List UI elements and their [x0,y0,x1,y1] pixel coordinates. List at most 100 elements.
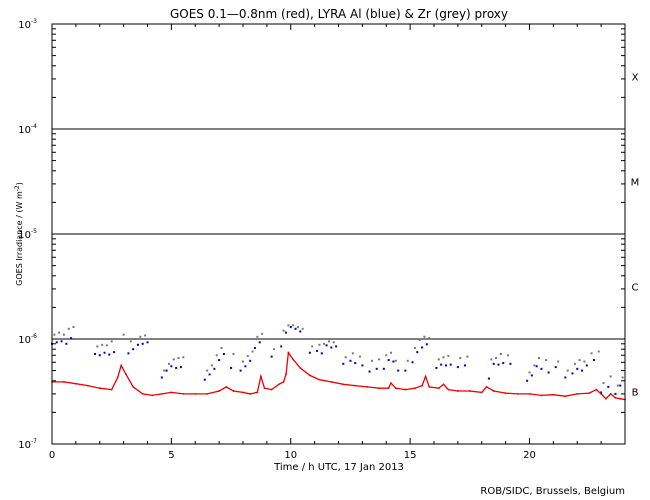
goes-point [480,391,483,394]
lyra-al-point [132,348,135,351]
y-tick-exponent: -7 [31,438,37,445]
x-tick-label: 15 [404,450,417,461]
lyra-al-point [464,364,467,367]
lyra-zr-point [459,356,462,359]
goes-point [86,384,89,387]
lyra-al-point [425,343,428,346]
lyra-zr-point [182,356,185,359]
y-tick-label: 10-4 [18,123,37,136]
lyra-zr-point [590,352,593,355]
lyra-zr-point [246,354,249,357]
lyra-zr-point [129,340,132,343]
lyra-zr-point [58,331,61,334]
lyra-al-point [547,371,550,374]
lyra-zr-point [96,345,99,348]
goes-point [263,387,266,390]
lyra-zr-point [62,333,65,336]
goes-point [218,390,221,392]
lyra-al-point [497,363,500,366]
lyra-al-point [249,359,252,362]
lyra-zr-point [602,382,605,385]
lyra-zr-point [67,327,70,330]
flare-class-b: B [632,388,639,399]
lyra-al-point [392,360,395,363]
lyra-zr-point [172,358,175,361]
lyra-al-point [294,327,297,330]
lyra-al-point [349,359,352,362]
goes-point [260,375,262,378]
lyra-zr-point [220,347,223,350]
goes-point [249,393,252,395]
lyra-al-point [581,369,584,372]
lyra-zr-point [428,337,431,340]
goes-point [552,393,555,396]
lyra-zr-point [597,350,600,353]
goes-point [270,388,273,391]
lyra-al-point [416,351,419,354]
goes-point [600,393,603,395]
goes-point [98,387,101,390]
lyra-zr-point [358,355,361,358]
goes-point [342,383,345,386]
lyra-zr-point [105,344,108,347]
goes-point [282,381,285,383]
lyra-zr-point [261,332,264,335]
lyra-zr-point [177,356,180,359]
y-tick-exponent: -5 [31,228,37,235]
lyra-al-point [316,349,319,352]
lyra-zr-point [251,350,254,353]
goes-point [232,390,235,392]
goes-point [564,395,567,398]
y-tick-label: 10-3 [18,18,37,31]
goes-point [242,391,244,394]
goes-point [132,385,135,388]
goes-point [485,385,488,388]
y-tick-base: 10 [18,20,31,31]
lyra-al-point [270,355,273,358]
goes-point [394,387,397,390]
goes-point [116,376,119,379]
lyra-al-point [103,351,106,354]
goes-point [387,387,390,390]
goes-point [330,381,333,383]
lyra-al-point [335,345,338,348]
goes-point [74,382,77,385]
goes-point [437,387,440,390]
y-tick-base: 10 [18,125,31,136]
y-tick-label: 10-7 [18,438,37,451]
lyra-al-point [280,345,283,348]
lyra-al-point [456,366,459,369]
lyra-al-point [160,376,163,379]
flare-class-labels: X M C B [631,73,640,399]
lyra-zr-point [53,333,56,336]
y-axis-label-sup: -2 [14,185,21,191]
goes-point [160,393,163,395]
y-tick-base: 10 [18,335,31,346]
lyra-al-point [554,366,557,369]
goes-point [194,393,197,395]
goes-point [605,397,607,400]
lyra-zr-point [573,362,576,365]
lyra-al-point [299,330,302,333]
goes-line [52,350,626,401]
goes-point [285,373,287,376]
lyra-al-point [230,366,233,369]
y-axis-ticks: 10-710-610-510-410-3 [18,18,625,451]
lyra-zr-point [210,364,213,367]
lyra-al-point [55,341,58,344]
lyra-zr-point [437,358,440,361]
lyra-al-point [203,378,206,381]
lyra-al-point [564,376,567,379]
lyra-zr-point [242,360,244,363]
lyra-al-point [444,364,447,367]
lyra-al-point [530,374,533,377]
lyra-al-point [526,379,529,382]
lyra-zr-point [139,335,142,338]
goes-point [206,393,209,395]
lyra-zr-point [566,369,569,372]
goes-point [256,391,259,394]
goes-point [442,383,445,386]
goes-point [447,388,450,391]
goes-point [428,385,431,388]
lyra-zr-point [282,329,285,332]
